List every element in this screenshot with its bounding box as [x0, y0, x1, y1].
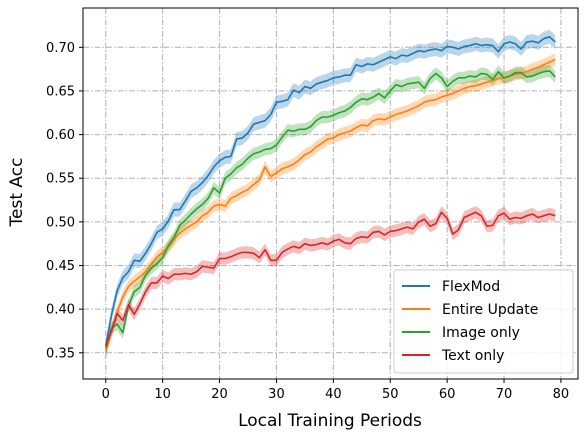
series-lines	[104, 36, 556, 354]
x-axis-title: Local Training Periods	[238, 411, 422, 431]
y-tick-label: 0.55	[46, 172, 75, 187]
x-tick-label: 10	[154, 387, 171, 402]
y-tick-label: 0.65	[46, 84, 75, 99]
series-line-0	[104, 36, 556, 346]
x-tick-label: 50	[382, 387, 399, 402]
y-tick-label: 0.35	[46, 346, 75, 361]
x-tick-label: 70	[496, 387, 513, 402]
y-tick-label: 0.45	[46, 259, 75, 274]
x-tick-label: 40	[325, 387, 342, 402]
y-axis-title: Test Acc	[7, 158, 27, 228]
x-tick-label: 0	[102, 387, 110, 402]
band-0	[105, 29, 556, 353]
x-tick-label: 80	[553, 387, 570, 402]
series-line-3	[105, 211, 556, 347]
legend: FlexMod Entire Update Image only Text only	[393, 269, 574, 374]
x-tick-label: 30	[268, 387, 285, 402]
legend-label: Text only	[441, 348, 504, 364]
series-line-1	[104, 58, 556, 354]
x-tick-label: 20	[211, 387, 228, 402]
grid	[83, 8, 578, 379]
legend-label: Entire Update	[442, 302, 538, 318]
series-line-2	[104, 70, 556, 349]
y-tick-label: 0.70	[46, 41, 75, 56]
legend-box	[393, 269, 574, 374]
x-ticks: 0 10 20 30 40 50 60 70 80	[102, 379, 570, 402]
y-tick-label: 0.60	[46, 128, 75, 143]
band-3	[105, 206, 556, 352]
legend-label: Image only	[442, 325, 520, 341]
y-tick-label: 0.50	[46, 215, 75, 230]
plot-frame	[82, 7, 579, 380]
x-tick-label: 60	[439, 387, 456, 402]
legend-label: FlexMod	[442, 279, 500, 295]
y-tick-label: 0.40	[46, 303, 75, 318]
y-ticks: 0.35 0.40 0.45 0.50 0.55 0.60 0.65 0.70	[46, 41, 83, 361]
